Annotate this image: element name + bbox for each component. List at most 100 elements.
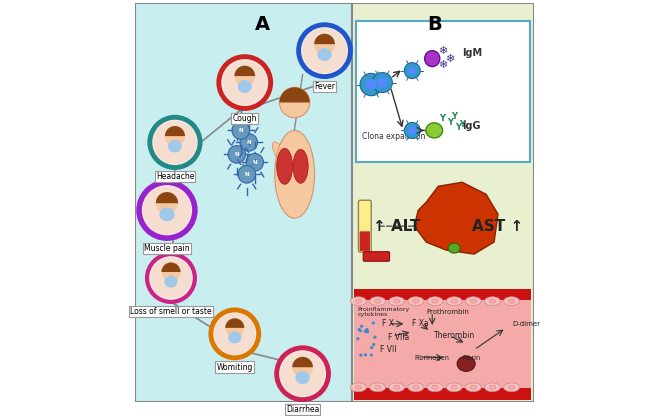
Circle shape — [366, 330, 369, 333]
Circle shape — [292, 357, 313, 378]
Text: B: B — [427, 15, 442, 34]
Polygon shape — [414, 182, 498, 254]
Ellipse shape — [293, 149, 308, 183]
Ellipse shape — [275, 131, 314, 218]
Ellipse shape — [489, 385, 496, 389]
FancyBboxPatch shape — [354, 389, 531, 400]
Circle shape — [356, 337, 359, 340]
Wedge shape — [314, 34, 335, 44]
Ellipse shape — [375, 385, 381, 389]
Ellipse shape — [484, 383, 500, 392]
Text: F VIIa: F VIIa — [388, 333, 409, 342]
Ellipse shape — [389, 297, 405, 305]
Circle shape — [147, 254, 195, 302]
Wedge shape — [161, 262, 181, 272]
Circle shape — [215, 314, 255, 354]
Circle shape — [359, 329, 362, 332]
Circle shape — [357, 328, 361, 331]
Circle shape — [373, 336, 377, 339]
FancyBboxPatch shape — [354, 289, 531, 300]
Ellipse shape — [484, 297, 500, 305]
Text: ❄: ❄ — [438, 59, 448, 69]
Circle shape — [139, 182, 195, 238]
Ellipse shape — [355, 299, 362, 303]
Ellipse shape — [317, 48, 332, 61]
Ellipse shape — [470, 299, 476, 303]
Circle shape — [150, 117, 200, 168]
Circle shape — [277, 348, 328, 400]
Text: Muscle pain: Muscle pain — [144, 244, 190, 253]
Ellipse shape — [408, 297, 424, 305]
Text: Womiting: Womiting — [217, 363, 253, 371]
Ellipse shape — [446, 383, 462, 392]
Circle shape — [225, 318, 244, 337]
Ellipse shape — [448, 243, 460, 253]
Text: N: N — [234, 152, 239, 157]
Ellipse shape — [466, 383, 481, 392]
Circle shape — [360, 324, 363, 328]
Text: Headache: Headache — [156, 172, 194, 181]
Circle shape — [246, 154, 264, 171]
Circle shape — [280, 352, 324, 396]
Text: F VII: F VII — [381, 345, 397, 354]
Ellipse shape — [165, 276, 177, 287]
FancyBboxPatch shape — [135, 3, 353, 402]
Circle shape — [314, 34, 335, 54]
Text: Y: Y — [451, 112, 457, 121]
FancyBboxPatch shape — [353, 3, 534, 402]
FancyBboxPatch shape — [357, 21, 530, 162]
Ellipse shape — [425, 51, 440, 67]
Wedge shape — [234, 66, 255, 76]
Circle shape — [365, 328, 369, 331]
Circle shape — [404, 122, 420, 139]
Ellipse shape — [427, 297, 443, 305]
Text: Prothrombin: Prothrombin — [426, 309, 469, 315]
Circle shape — [228, 146, 246, 163]
Ellipse shape — [489, 299, 496, 303]
Circle shape — [154, 121, 196, 164]
Circle shape — [370, 346, 373, 349]
Text: Y: Y — [459, 120, 465, 129]
Ellipse shape — [413, 385, 419, 389]
Wedge shape — [292, 357, 313, 367]
Ellipse shape — [504, 383, 520, 392]
Circle shape — [359, 354, 363, 357]
Circle shape — [360, 73, 383, 96]
Ellipse shape — [451, 385, 458, 389]
Ellipse shape — [355, 385, 362, 389]
Text: Cough: Cough — [233, 114, 257, 123]
Circle shape — [280, 87, 310, 118]
Circle shape — [143, 186, 191, 234]
Wedge shape — [165, 126, 185, 136]
FancyBboxPatch shape — [354, 300, 531, 389]
Text: Diarrhea: Diarrhea — [286, 405, 319, 414]
Ellipse shape — [466, 297, 481, 305]
Circle shape — [364, 353, 367, 357]
Text: F Xa: F Xa — [412, 319, 429, 328]
Text: N: N — [244, 172, 249, 177]
Circle shape — [165, 126, 185, 146]
Circle shape — [372, 321, 375, 324]
Circle shape — [373, 72, 392, 92]
Circle shape — [372, 343, 375, 346]
Ellipse shape — [351, 383, 367, 392]
Text: Y: Y — [455, 123, 461, 132]
Ellipse shape — [446, 297, 462, 305]
Ellipse shape — [228, 332, 242, 344]
Ellipse shape — [426, 123, 443, 138]
Wedge shape — [156, 192, 178, 203]
Ellipse shape — [369, 383, 385, 392]
Circle shape — [302, 29, 347, 73]
Ellipse shape — [369, 297, 385, 305]
Text: Y: Y — [447, 118, 453, 127]
Ellipse shape — [470, 385, 476, 389]
Ellipse shape — [375, 299, 381, 303]
FancyBboxPatch shape — [359, 200, 371, 252]
Circle shape — [232, 121, 250, 139]
Circle shape — [370, 354, 373, 357]
Circle shape — [298, 25, 351, 77]
Text: Proinflammatory
cytokines: Proinflammatory cytokines — [357, 307, 409, 317]
Circle shape — [404, 63, 420, 79]
Wedge shape — [280, 87, 310, 102]
Text: IgG: IgG — [462, 121, 480, 131]
